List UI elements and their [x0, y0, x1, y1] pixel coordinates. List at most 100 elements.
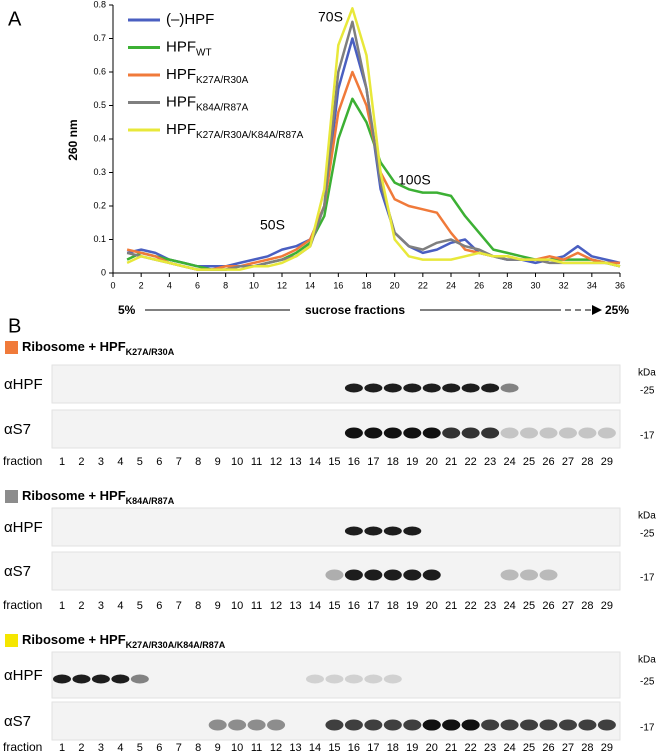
fraction-number: 15 — [328, 742, 340, 754]
fraction-number: 23 — [484, 742, 496, 754]
arrow-head — [592, 305, 602, 315]
color-swatch — [5, 490, 18, 503]
band — [422, 719, 441, 731]
y-tick-label: 0.5 — [93, 100, 106, 110]
gradient-start: 5% — [118, 303, 136, 317]
fraction-number: 9 — [215, 456, 221, 468]
label-subscript: K84A/R87A — [126, 496, 175, 506]
band — [364, 719, 383, 731]
y-tick-label: 0 — [101, 267, 106, 277]
marker-unit: kDa — [638, 511, 656, 522]
fraction-number: 24 — [503, 742, 515, 754]
marker-label: -25 — [640, 677, 655, 688]
band — [325, 674, 344, 684]
x-tick-label: 18 — [361, 280, 371, 290]
panel-label: A — [8, 8, 22, 30]
band — [72, 674, 91, 684]
fraction-number: 14 — [309, 742, 321, 754]
label-subscript: K27A/R30A — [196, 75, 249, 86]
fraction-number: 7 — [176, 456, 182, 468]
band — [383, 719, 402, 731]
band — [539, 719, 558, 731]
blot-strip — [51, 507, 621, 547]
band — [267, 719, 286, 731]
series-line — [126, 37, 621, 268]
label-subscript: WT — [196, 48, 212, 59]
band — [111, 674, 130, 684]
band — [383, 383, 402, 393]
label-subscript: K27A/R30A — [126, 347, 175, 357]
band — [91, 674, 110, 684]
x-tick-label: 14 — [305, 280, 315, 290]
x-tick-label: 8 — [223, 280, 228, 290]
band — [500, 383, 519, 393]
fraction-number: 8 — [195, 600, 201, 612]
fraction-number: 23 — [484, 456, 496, 468]
antibody-label: αS7 — [4, 421, 31, 438]
band — [364, 569, 383, 581]
label-text: HPF — [166, 38, 196, 55]
x-tick-label: 6 — [195, 280, 200, 290]
antibody-label: αHPF — [4, 667, 43, 684]
fraction-number: 15 — [328, 456, 340, 468]
annotation: 50S — [260, 217, 285, 233]
label-text: Ribosome + HPF — [22, 488, 126, 503]
color-swatch — [5, 634, 18, 647]
legend-entry: HPFK27A/R30A — [166, 66, 249, 86]
x-axis-label: sucrose fractions — [305, 303, 405, 317]
fraction-number: 26 — [542, 600, 554, 612]
band — [247, 719, 266, 731]
marker-label: -17 — [640, 723, 655, 734]
fraction-number: 10 — [231, 600, 243, 612]
fraction-number: 17 — [367, 742, 379, 754]
band — [461, 427, 480, 439]
fraction-number: 16 — [348, 742, 360, 754]
fraction-number: 24 — [503, 600, 515, 612]
fraction-label: fraction — [3, 598, 42, 612]
legend-entry: HPFWT — [166, 38, 212, 58]
band — [403, 719, 422, 731]
fraction-number: 9 — [215, 600, 221, 612]
band — [520, 719, 539, 731]
band — [539, 427, 558, 439]
fraction-number: 27 — [562, 742, 574, 754]
fraction-number: 2 — [78, 600, 84, 612]
fraction-number: 18 — [387, 456, 399, 468]
series-line — [126, 7, 621, 271]
y-tick-label: 0.3 — [93, 167, 106, 177]
fraction-number: 12 — [270, 600, 282, 612]
band — [403, 569, 422, 581]
band — [442, 427, 461, 439]
band — [520, 569, 539, 581]
band — [461, 719, 480, 731]
fraction-number: 15 — [328, 600, 340, 612]
band — [578, 719, 597, 731]
fraction-number: 17 — [367, 600, 379, 612]
x-tick-label: 22 — [418, 280, 428, 290]
fraction-number: 17 — [367, 456, 379, 468]
label-text: HPF — [166, 66, 196, 83]
band — [539, 569, 558, 581]
panel-label: B — [8, 315, 21, 337]
fraction-number: 7 — [176, 742, 182, 754]
fraction-number: 10 — [231, 742, 243, 754]
fraction-number: 26 — [542, 456, 554, 468]
band — [481, 427, 500, 439]
label-text: Ribosome + HPF — [22, 632, 126, 647]
fraction-number: 29 — [601, 742, 613, 754]
antibody-label: αS7 — [4, 713, 31, 730]
fraction-number: 14 — [309, 456, 321, 468]
fraction-number: 1 — [59, 742, 65, 754]
fraction-number: 10 — [231, 456, 243, 468]
band — [344, 569, 363, 581]
marker-label: -25 — [640, 386, 655, 397]
marker-label: -17 — [640, 431, 655, 442]
x-tick-label: 12 — [277, 280, 287, 290]
band — [461, 383, 480, 393]
x-tick-label: 34 — [587, 280, 597, 290]
fraction-number: 20 — [426, 456, 438, 468]
fraction-number: 12 — [270, 742, 282, 754]
fraction-number: 23 — [484, 600, 496, 612]
fraction-number: 6 — [156, 600, 162, 612]
band — [325, 719, 344, 731]
